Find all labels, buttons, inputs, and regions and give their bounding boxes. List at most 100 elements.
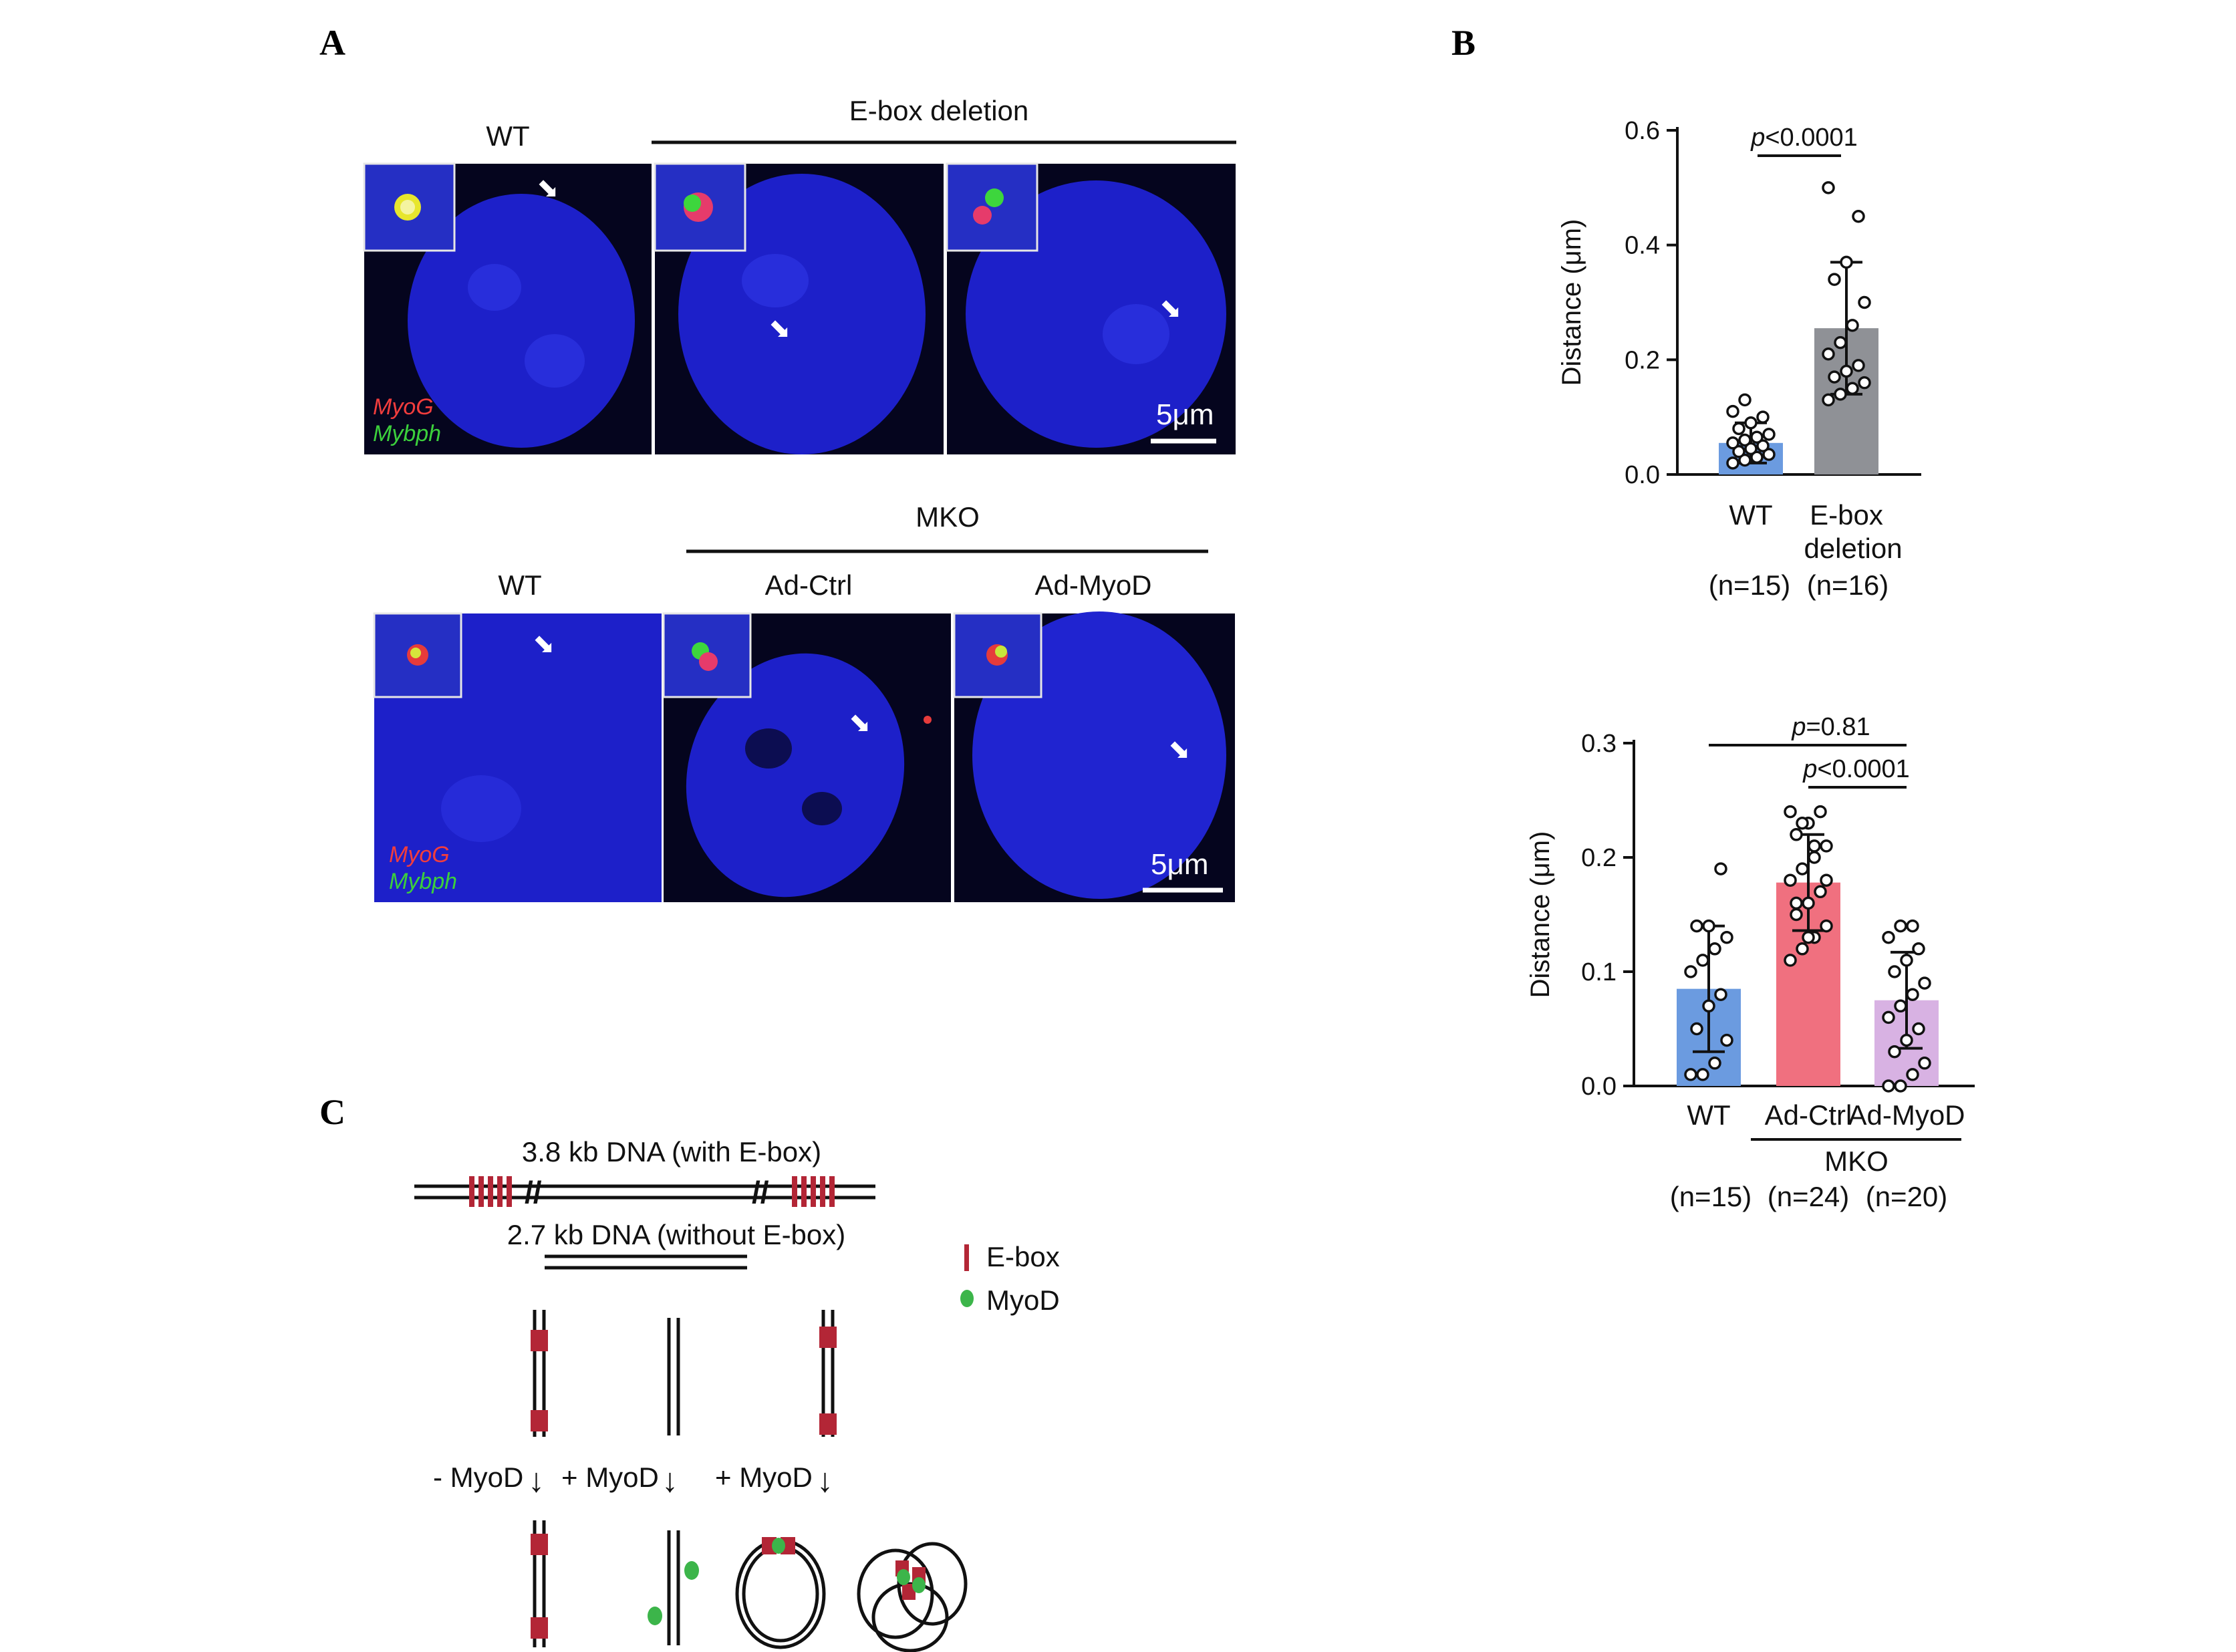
panel-c-letter: C xyxy=(319,1092,345,1132)
data-point xyxy=(1784,805,1797,819)
data-point xyxy=(1852,359,1865,372)
y-tick-label: 0.6 xyxy=(1625,117,1660,145)
y-axis-title: Distance (μm) xyxy=(1557,219,1586,386)
data-point xyxy=(1912,1022,1925,1036)
micrograph-top-ebox-1: ⬊ xyxy=(654,162,944,454)
arrow-icon: ⬊ xyxy=(533,630,555,659)
data-point xyxy=(1796,862,1809,875)
data-point xyxy=(1726,456,1739,470)
data-point xyxy=(1756,439,1770,452)
data-point xyxy=(1918,976,1931,990)
panel-c-schematic: 3.8 kb DNA (with E-box) // // 2.7 kb DNA… xyxy=(414,1136,1060,1652)
data-point xyxy=(1790,828,1803,841)
data-point xyxy=(1684,1068,1697,1081)
data-point xyxy=(1858,376,1871,390)
data-point xyxy=(1840,364,1853,378)
data-point xyxy=(1720,1033,1733,1047)
data-point xyxy=(1738,453,1752,467)
p-value-label: p<0.0001 xyxy=(1750,124,1858,152)
data-point xyxy=(1906,919,1919,933)
micrograph-bottom-ad-myod: ⬊ 5μm xyxy=(953,611,1235,902)
data-point xyxy=(1726,404,1739,418)
micrograph-top-ebox-2: ⬊ 5μm xyxy=(946,162,1236,454)
data-point xyxy=(1894,919,1907,933)
down-arrow-icon: ↓ xyxy=(528,1462,545,1499)
data-point xyxy=(1750,450,1764,464)
down-arrow-icon: ↓ xyxy=(817,1462,833,1499)
data-point xyxy=(1888,1045,1901,1059)
data-point xyxy=(1756,410,1770,424)
data-point xyxy=(1828,370,1841,384)
break-mark: // xyxy=(752,1175,769,1210)
data-point xyxy=(1918,1057,1931,1070)
x-tick-label: Ad-Ctrl xyxy=(1765,1099,1852,1131)
p-value-label: p<0.0001 xyxy=(1802,755,1910,783)
panel-a-letter: A xyxy=(319,23,345,63)
channel-red-label: MyoG xyxy=(389,842,450,867)
arrow-icon: ⬊ xyxy=(1168,735,1191,765)
data-point xyxy=(1900,1033,1913,1047)
data-point xyxy=(1738,393,1752,407)
data-point xyxy=(1702,999,1715,1013)
label-top-wt: WT xyxy=(486,120,529,152)
micrograph-bottom-wt: ⬊ MyoG Mybph xyxy=(373,612,662,902)
channel-red-label: MyoG xyxy=(373,394,434,420)
data-point xyxy=(1702,919,1715,933)
data-point xyxy=(1882,1079,1895,1093)
data-point xyxy=(1820,919,1833,933)
micrograph-top-wt: ⬊ MyoG Mybph xyxy=(363,162,652,454)
data-point xyxy=(1684,965,1697,978)
y-tick-label: 0.0 xyxy=(1581,1073,1617,1101)
data-point xyxy=(1834,335,1847,350)
n-label: (n=24) xyxy=(1768,1181,1850,1212)
data-point xyxy=(1696,954,1709,967)
outcome-no-loop xyxy=(531,1520,548,1647)
data-point xyxy=(1784,873,1797,887)
x-tick-label: WT xyxy=(1687,1099,1730,1131)
data-point xyxy=(1690,1022,1703,1036)
data-point xyxy=(1822,348,1835,361)
data-point xyxy=(1858,295,1871,309)
y-tick-label: 0.2 xyxy=(1581,844,1617,872)
data-point xyxy=(1802,896,1815,910)
data-point xyxy=(1894,999,1907,1013)
n-label: (n=15) xyxy=(1670,1181,1752,1212)
x-tick-label: Ad-MyoD xyxy=(1848,1099,1965,1131)
arrow-icon: ⬊ xyxy=(1159,294,1182,323)
data-point xyxy=(1894,1079,1907,1093)
outcome-unbound xyxy=(648,1530,699,1645)
data-point xyxy=(1820,873,1833,887)
label-ad-ctrl: Ad-Ctrl xyxy=(765,569,853,601)
x-tick-label: deletion xyxy=(1804,533,1902,564)
outcome-single-loop xyxy=(735,1537,826,1649)
y-tick-label: 0.3 xyxy=(1581,730,1617,758)
chart-bottom-distance: 0.0 0.1 0.2 0.3 Distance (μm) WT Ad-CtrlAd-Myo… xyxy=(1526,713,1975,1212)
condition-label: + MyoD xyxy=(715,1462,813,1493)
data-point xyxy=(1846,382,1859,395)
data-point xyxy=(1696,1068,1709,1081)
data-point xyxy=(1714,862,1727,875)
data-point xyxy=(1906,988,1919,1001)
myod-legend-label: MyoD xyxy=(986,1284,1060,1316)
y-tick-label: 0.1 xyxy=(1581,958,1617,986)
label-bottom-wt: WT xyxy=(498,569,541,601)
myod-legend-swatch xyxy=(960,1290,974,1307)
micrograph-bottom-ad-ctrl: ⬊ xyxy=(662,612,951,902)
data-point xyxy=(1744,416,1758,430)
data-point xyxy=(1762,448,1776,461)
data-point xyxy=(1822,181,1835,194)
data-point xyxy=(1720,930,1733,944)
dna-long-label: 3.8 kb DNA (with E-box) xyxy=(522,1136,821,1167)
data-point xyxy=(1828,273,1841,286)
outcome-multi-loop xyxy=(857,1542,968,1652)
p-value-label: p=0.81 xyxy=(1791,713,1870,741)
data-point xyxy=(1814,885,1827,899)
dna-strand-without-ebox xyxy=(667,1318,680,1435)
condition-label: - MyoD xyxy=(433,1462,523,1493)
break-mark: // xyxy=(525,1175,542,1210)
channel-green-label: Mybph xyxy=(373,421,441,446)
chart-top-distance: 0.0 0.2 0.4 0.6 Distance (μm) WT E-boxdeletion… xyxy=(1557,117,1921,601)
data-point xyxy=(1820,839,1833,853)
data-point xyxy=(1726,436,1739,450)
